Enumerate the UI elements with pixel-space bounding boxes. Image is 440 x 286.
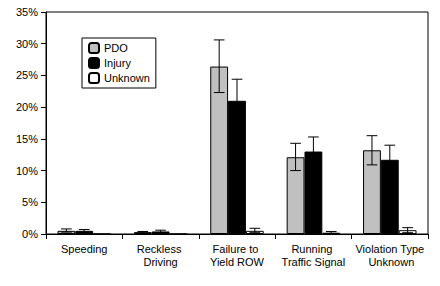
svg-text:Traffic Signal: Traffic Signal (282, 256, 346, 268)
svg-text:Unknown: Unknown (104, 72, 150, 84)
svg-text:Yield ROW: Yield ROW (210, 256, 265, 268)
svg-text:Driving: Driving (143, 256, 177, 268)
svg-text:Reckless: Reckless (137, 243, 185, 255)
svg-text:Injury: Injury (104, 57, 131, 69)
svg-text:Speeding: Speeding (61, 243, 108, 255)
svg-text:Failure to: Failure to (213, 243, 262, 255)
svg-text:Violation Type: Violation Type (355, 243, 424, 255)
svg-text:25%: 25% (16, 69, 38, 81)
svg-text:35%: 35% (16, 6, 38, 18)
svg-text:PDO: PDO (104, 42, 128, 54)
svg-text:Unknown: Unknown (365, 256, 414, 268)
svg-text:0%: 0% (22, 228, 38, 240)
svg-text:30%: 30% (16, 38, 38, 50)
svg-text:10%: 10% (16, 165, 38, 177)
svg-text:Running: Running (291, 243, 335, 255)
svg-text:15%: 15% (16, 133, 38, 145)
svg-text:5%: 5% (22, 196, 38, 208)
svg-text:20%: 20% (16, 101, 38, 113)
